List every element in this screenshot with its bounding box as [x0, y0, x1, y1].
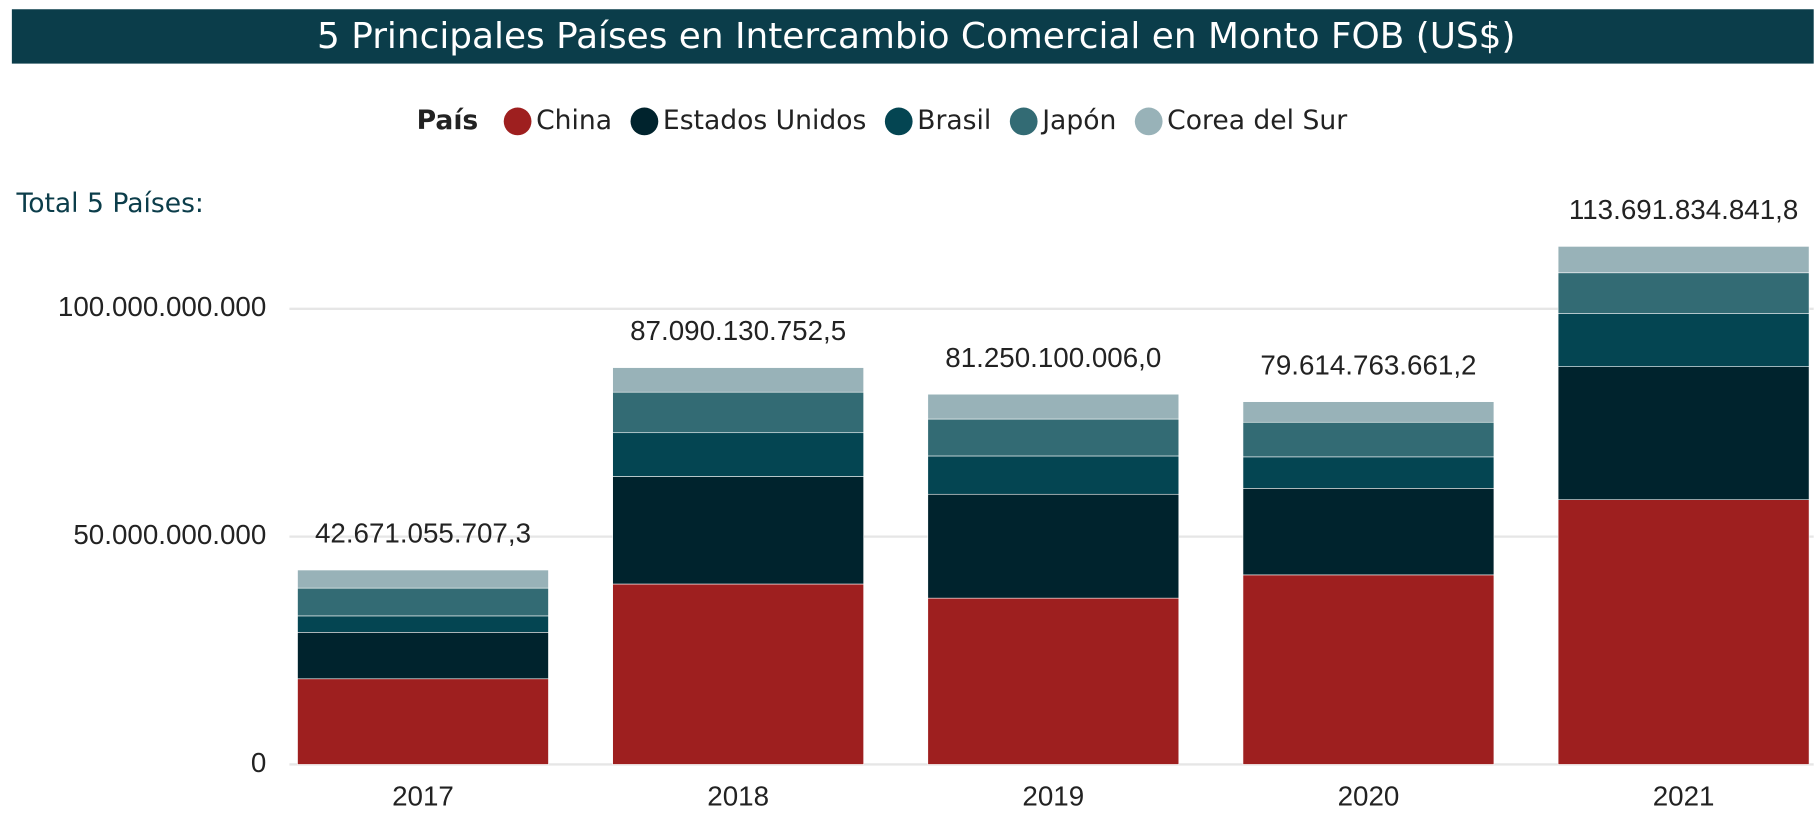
bar-segment [1242, 401, 1495, 423]
bar-segment [612, 432, 864, 477]
bar-segment [1242, 574, 1495, 765]
total-label: 42.671.055.707,3 [315, 518, 531, 549]
bar-segment [612, 367, 864, 393]
bar-segment [1242, 456, 1495, 489]
total-caption: Total 5 Países: [15, 188, 203, 219]
total-label: 79.614.763.661,2 [1260, 349, 1476, 380]
x-tick-label: 2017 [392, 780, 454, 811]
bar-segment [927, 418, 1180, 457]
legend-swatch [1009, 107, 1038, 136]
bar-segment [927, 597, 1180, 765]
total-label: 113.691.834.841,8 [1569, 194, 1798, 225]
bar-segment [1557, 246, 1810, 274]
chart-title: 5 Principales Países en Intercambio Come… [317, 16, 1515, 57]
bar-segment [927, 393, 1180, 420]
bar-segment [1557, 313, 1810, 367]
legend-label: Corea del Sur [1167, 105, 1347, 136]
legend-swatch [1134, 107, 1163, 136]
bar-segment [1557, 499, 1810, 765]
bar-segment [297, 678, 549, 765]
bar-segment [1242, 488, 1495, 576]
legend-swatch [630, 107, 659, 136]
bar-segment [612, 476, 864, 585]
y-tick-label: 50.000.000.000 [73, 519, 266, 550]
legend-label: Japón [1040, 105, 1116, 136]
x-tick-label: 2019 [1022, 780, 1084, 811]
title-bar [11, 9, 1814, 64]
legend-swatch [503, 107, 532, 136]
total-label: 81.250.100.006,0 [945, 342, 1161, 373]
bar-segment [1557, 272, 1810, 314]
legend-label: Estados Unidos [663, 105, 866, 136]
bar-segment [1242, 421, 1495, 458]
bar-segment [297, 569, 549, 589]
x-tick-label: 2021 [1653, 780, 1715, 811]
bar-segment [297, 615, 549, 633]
x-tick-label: 2018 [707, 780, 769, 811]
x-tick-label: 2020 [1338, 780, 1400, 811]
bar-segment [297, 587, 549, 617]
bar-segment [927, 493, 1180, 599]
bar-segment [612, 583, 864, 765]
y-tick-label: 0 [251, 747, 266, 778]
legend-label: Brasil [917, 105, 991, 136]
bar-segment [612, 391, 864, 434]
y-tick-label: 100.000.000.000 [58, 291, 266, 322]
bar-segment [297, 632, 549, 680]
bar-segment [927, 455, 1180, 495]
total-label: 87.090.130.752,5 [630, 315, 846, 346]
legend-label: China [536, 105, 612, 136]
legend-title: País [417, 105, 479, 136]
legend-swatch [884, 107, 913, 136]
bar-segment [1557, 366, 1810, 501]
